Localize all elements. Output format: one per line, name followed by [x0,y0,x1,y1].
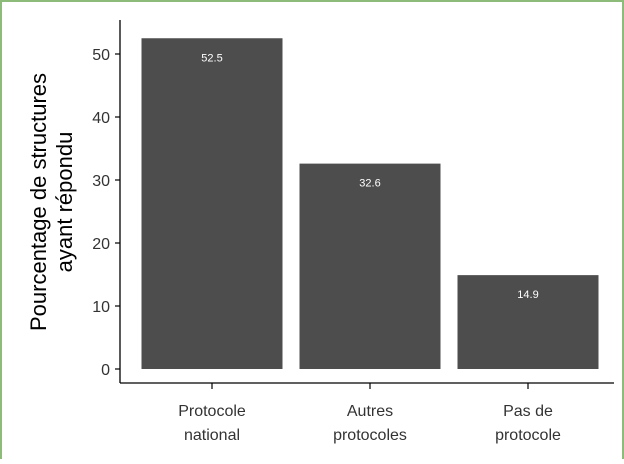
bar-3 [457,275,599,369]
bar-1 [141,38,283,369]
bar-chart: Pourcentage de structures ayant répondu … [26,20,614,444]
axes [119,20,614,384]
y-tick-label: 10 [92,299,110,316]
x-tick-label: Pas de [503,403,553,420]
value-labels: 52.5 32.6 14.9 [201,52,538,301]
y-axis-title-line-1: Pourcentage de structures [26,73,51,331]
x-tick-label: protocole [495,427,561,444]
y-ticks: 0 10 20 30 40 50 [92,47,120,379]
value-label-3: 14.9 [517,289,538,301]
y-tick-label: 20 [92,236,110,253]
value-label-2: 32.6 [359,178,380,190]
y-tick-label: 0 [101,362,110,379]
bars [141,38,599,369]
y-axis-title: Pourcentage de structures ayant répondu [26,73,77,331]
y-tick-label: 30 [92,173,110,190]
x-tick-label: protocoles [333,427,407,444]
y-tick-label: 50 [92,47,110,64]
x-tick-label: Protocole [178,403,246,420]
x-tick-label: Autres [347,403,393,420]
y-tick-label: 40 [92,110,110,127]
bar-2 [299,163,441,369]
x-ticks: Protocole national Autres protocoles Pas de p… [178,383,561,444]
y-axis-title-line-2: ayant répondu [52,132,77,273]
x-tick-label: national [184,427,240,444]
value-label-1: 52.5 [201,52,222,64]
